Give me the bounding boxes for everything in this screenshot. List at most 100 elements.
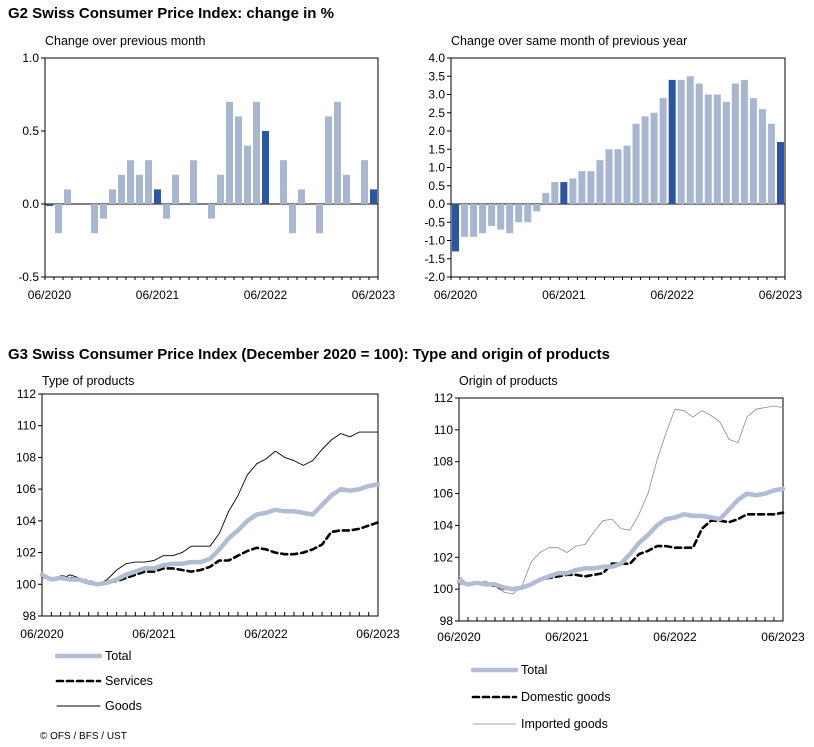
monthly-bar	[127, 160, 134, 204]
monthly-bar	[118, 174, 125, 204]
yearly-bar	[749, 98, 757, 204]
yearly-bar	[569, 178, 577, 204]
monthly-ytick-label: -0.5	[18, 270, 39, 284]
yearly-ytick-label: -1.0	[424, 234, 445, 248]
type-series-services	[40, 521, 380, 586]
monthly-bar	[298, 189, 305, 204]
monthly-bar	[226, 101, 233, 204]
origin-xtick-label: 06/2023	[761, 630, 805, 644]
type-ytick-label: 110	[17, 419, 36, 433]
yearly-xtick-label: 06/2023	[759, 288, 803, 302]
type-ytick-label: 98	[23, 609, 37, 623]
copyright: © OFS / BFS / UST	[40, 731, 127, 742]
monthly-ytick-label: 0.5	[22, 124, 39, 138]
yearly-bar	[668, 79, 676, 204]
g3-heading: G3 Swiss Consumer Price Index (December …	[8, 346, 610, 363]
monthly-ytick-label: 0.0	[22, 197, 39, 211]
type-ytick-label: 102	[16, 546, 36, 560]
monthly-bar	[316, 204, 323, 234]
monthly-bar	[163, 204, 170, 219]
yearly-ytick-label: -1.5	[424, 252, 445, 266]
type-ytick-label: 104	[16, 514, 36, 528]
yearly-bar	[722, 101, 730, 204]
yearly-bar	[470, 204, 478, 237]
yearly-bar	[731, 83, 739, 204]
monthly-bar	[46, 204, 53, 206]
yearly-bar	[713, 94, 721, 204]
yearly-bar	[605, 149, 613, 204]
yearly-bar	[632, 123, 640, 204]
origin-ytick-label: 104	[433, 518, 453, 532]
yearly-bar	[695, 83, 703, 204]
yearly-bar	[515, 204, 523, 223]
type-xtick-label: 06/2022	[244, 627, 288, 641]
origin-ytick-label: 106	[433, 487, 453, 501]
monthly-bar	[145, 160, 152, 204]
yearly-bar	[524, 204, 532, 223]
monthly-ytick-label: 1.0	[22, 51, 39, 65]
monthly-bar	[361, 160, 368, 204]
monthly-xtick-label: 06/2020	[28, 288, 72, 302]
yearly-bar	[560, 182, 568, 204]
yearly-xtick-label: 06/2021	[542, 288, 586, 302]
monthly-bar	[370, 189, 377, 204]
monthly-bar	[244, 145, 251, 204]
yearly-bar	[614, 149, 622, 204]
monthly-bar	[109, 189, 116, 204]
type-ytick-label: 108	[16, 450, 36, 464]
monthly-bar	[154, 189, 161, 204]
type-ytick-label: 106	[16, 482, 36, 496]
yearly-ytick-label: 3.5	[428, 69, 445, 83]
monthly-bar	[289, 204, 296, 234]
yearly-ytick-label: 2.5	[428, 106, 445, 120]
yearly-bar	[677, 79, 685, 204]
yearly-chart-title: Change over same month of previous year	[451, 34, 687, 48]
monthly-bar	[235, 116, 242, 204]
origin-ytick-label: 110	[434, 423, 453, 437]
origin-ytick-label: 112	[434, 391, 453, 405]
origin-legend-label: Domestic goods	[521, 690, 611, 704]
type-ytick-label: 112	[17, 387, 36, 401]
monthly-bar	[55, 204, 62, 234]
monthly-bar	[262, 131, 269, 204]
yearly-bar	[596, 160, 604, 204]
origin-ytick-label: 102	[433, 550, 453, 564]
yearly-bar	[587, 171, 595, 204]
monthly-bar	[136, 174, 143, 204]
origin-legend-label: Total	[521, 663, 547, 677]
yearly-bar	[452, 204, 460, 252]
origin-ytick-label: 108	[433, 455, 453, 469]
origin-chart-title: Origin of products	[459, 374, 558, 388]
type-series-total	[39, 482, 381, 587]
yearly-bar	[479, 204, 487, 234]
monthly-bar	[64, 189, 71, 204]
yearly-ytick-label: 1.5	[428, 142, 445, 156]
yearly-ytick-label: -0.5	[424, 215, 445, 229]
type-chart-title: Type of products	[42, 374, 134, 388]
monthly-xtick-label: 06/2022	[244, 288, 288, 302]
yearly-ytick-label: -2.0	[424, 270, 445, 284]
monthly-bar	[217, 174, 224, 204]
yearly-ytick-label: 2.0	[428, 124, 445, 138]
yearly-xtick-label: 06/2022	[650, 288, 694, 302]
yearly-bar	[488, 204, 496, 226]
monthly-bar	[280, 160, 287, 204]
type-legend-label: Services	[105, 674, 153, 688]
origin-xtick-label: 06/2020	[437, 630, 481, 644]
monthly-bar	[91, 204, 98, 234]
yearly-ytick-label: 0.5	[428, 179, 445, 193]
monthly-bar	[172, 174, 179, 204]
origin-ytick-label: 100	[433, 582, 453, 596]
monthly-bar	[253, 101, 260, 204]
origin-series-imported-goods	[458, 405, 784, 595]
type-xtick-label: 06/2023	[356, 627, 400, 641]
monthly-bar	[325, 116, 332, 204]
yearly-bar	[650, 112, 658, 204]
origin-series-total	[456, 486, 786, 592]
g2-heading: G2 Swiss Consumer Price Index: change in…	[8, 5, 334, 22]
origin-series-domestic-goods	[457, 511, 785, 591]
yearly-bar	[623, 145, 631, 204]
monthly-bar	[208, 204, 215, 219]
origin-xtick-label: 06/2022	[653, 630, 697, 644]
monthly-xtick-label: 06/2023	[352, 288, 396, 302]
